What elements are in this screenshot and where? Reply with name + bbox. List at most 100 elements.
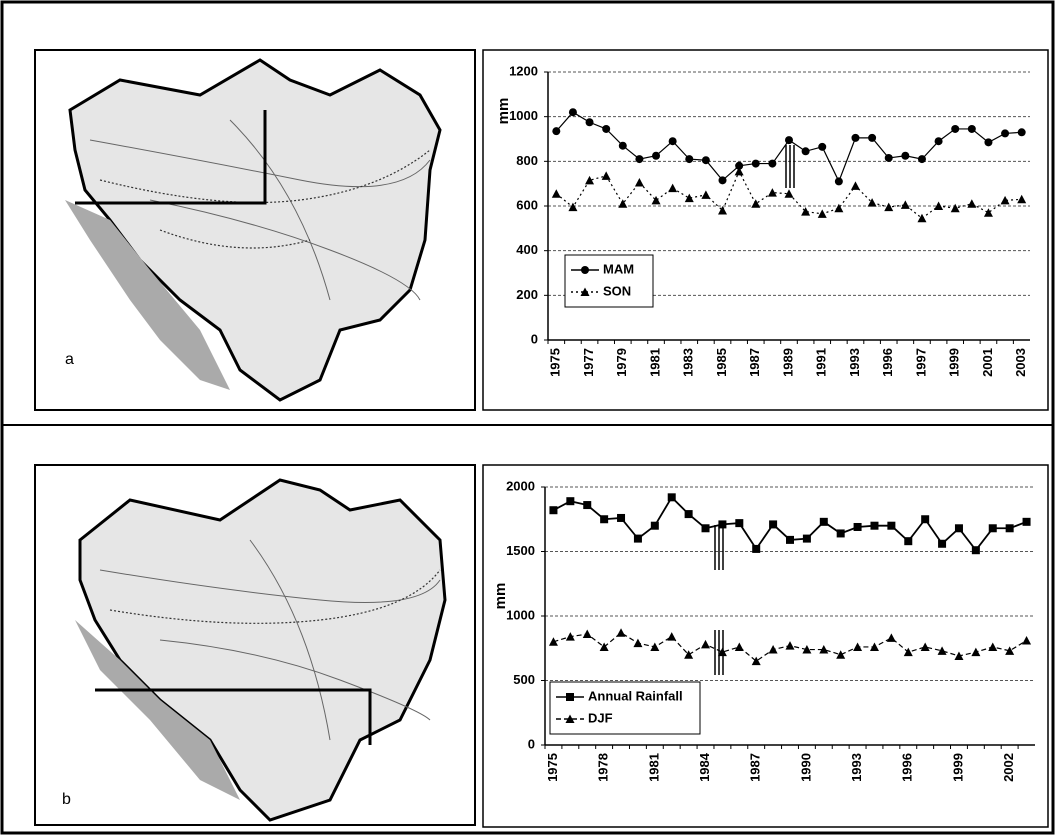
point: [854, 523, 862, 531]
x-tick-label: 1984: [697, 752, 712, 782]
point: [820, 518, 828, 526]
point: [835, 177, 843, 185]
point: [752, 160, 760, 168]
x-tick-label: 1991: [814, 348, 829, 377]
point: [735, 519, 743, 527]
point: [617, 514, 625, 522]
point: [719, 176, 727, 184]
x-tick-label: 1996: [900, 753, 915, 782]
map-b: b: [35, 465, 475, 825]
point: [935, 137, 943, 145]
point: [785, 136, 793, 144]
x-tick-label: 2002: [1001, 753, 1016, 782]
point: [634, 535, 642, 543]
x-tick-label: 1999: [947, 348, 962, 377]
point: [668, 493, 676, 501]
point: [566, 497, 574, 505]
legend-label: DJF: [588, 710, 613, 725]
legend-label: SON: [603, 283, 631, 298]
x-tick-label: 1979: [614, 348, 629, 377]
x-tick-label: 1997: [913, 348, 928, 377]
x-tick-label: 1987: [748, 753, 763, 782]
x-tick-label: 1989: [780, 348, 795, 377]
point: [901, 152, 909, 160]
point: [951, 125, 959, 133]
point: [938, 540, 946, 548]
point: [1006, 524, 1014, 532]
y-tick-label: 800: [516, 153, 538, 168]
point: [984, 138, 992, 146]
x-tick-label: 1981: [647, 348, 662, 377]
point: [652, 152, 660, 160]
point: [837, 529, 845, 537]
point: [1023, 518, 1031, 526]
x-tick-label: 1993: [849, 753, 864, 782]
point: [870, 522, 878, 530]
point: [752, 545, 760, 553]
point: [635, 155, 643, 163]
point: [685, 155, 693, 163]
point: [702, 156, 710, 164]
y-axis-label: mm: [495, 98, 512, 125]
x-tick-label: 1993: [847, 348, 862, 377]
y-axis-label: mm: [492, 583, 509, 610]
point: [619, 142, 627, 150]
figure: a b 020040060080010001200mm1975197719791…: [0, 0, 1055, 835]
point: [583, 501, 591, 509]
point: [685, 510, 693, 518]
point: [921, 515, 929, 523]
y-tick-label: 400: [516, 242, 538, 257]
x-tick-label: 1999: [950, 753, 965, 782]
legend-label: MAM: [603, 261, 634, 276]
point: [803, 535, 811, 543]
x-tick-label: 1975: [545, 753, 560, 782]
point: [586, 118, 594, 126]
point: [600, 515, 608, 523]
point: [968, 125, 976, 133]
point: [602, 125, 610, 133]
legend-marker: [566, 693, 574, 701]
x-tick-label: 2003: [1013, 348, 1028, 377]
point: [768, 160, 776, 168]
x-tick-label: 1977: [581, 348, 596, 377]
y-tick-label: 2000: [506, 478, 535, 493]
y-tick-label: 200: [516, 287, 538, 302]
point: [769, 520, 777, 528]
panel-label: a: [65, 351, 74, 368]
y-tick-label: 600: [516, 197, 538, 212]
x-tick-label: 1981: [646, 753, 661, 782]
legend-marker: [581, 266, 589, 274]
point: [651, 522, 659, 530]
point: [818, 143, 826, 151]
x-tick-label: 1978: [596, 753, 611, 782]
point: [868, 134, 876, 142]
y-tick-label: 0: [531, 331, 538, 346]
x-tick-label: 1983: [681, 348, 696, 377]
point: [972, 546, 980, 554]
point: [955, 524, 963, 532]
point: [989, 524, 997, 532]
point: [552, 127, 560, 135]
panel-label: b: [62, 791, 71, 808]
y-tick-label: 1500: [506, 543, 535, 558]
map-a: a: [35, 50, 475, 410]
y-tick-label: 1000: [506, 607, 535, 622]
y-tick-label: 0: [528, 736, 535, 751]
x-tick-label: 1996: [880, 348, 895, 377]
x-tick-label: 1985: [714, 348, 729, 377]
y-tick-label: 1000: [509, 108, 538, 123]
point: [918, 155, 926, 163]
point: [549, 506, 557, 514]
point: [1018, 128, 1026, 136]
legend-label: Annual Rainfall: [588, 688, 683, 703]
x-tick-label: 1975: [548, 348, 563, 377]
point: [887, 522, 895, 530]
x-tick-label: 2001: [980, 348, 995, 377]
y-tick-label: 500: [513, 672, 535, 687]
point: [885, 154, 893, 162]
point: [702, 524, 710, 532]
x-tick-label: 1990: [798, 753, 813, 782]
point: [1001, 129, 1009, 137]
point: [904, 537, 912, 545]
point: [851, 134, 859, 142]
